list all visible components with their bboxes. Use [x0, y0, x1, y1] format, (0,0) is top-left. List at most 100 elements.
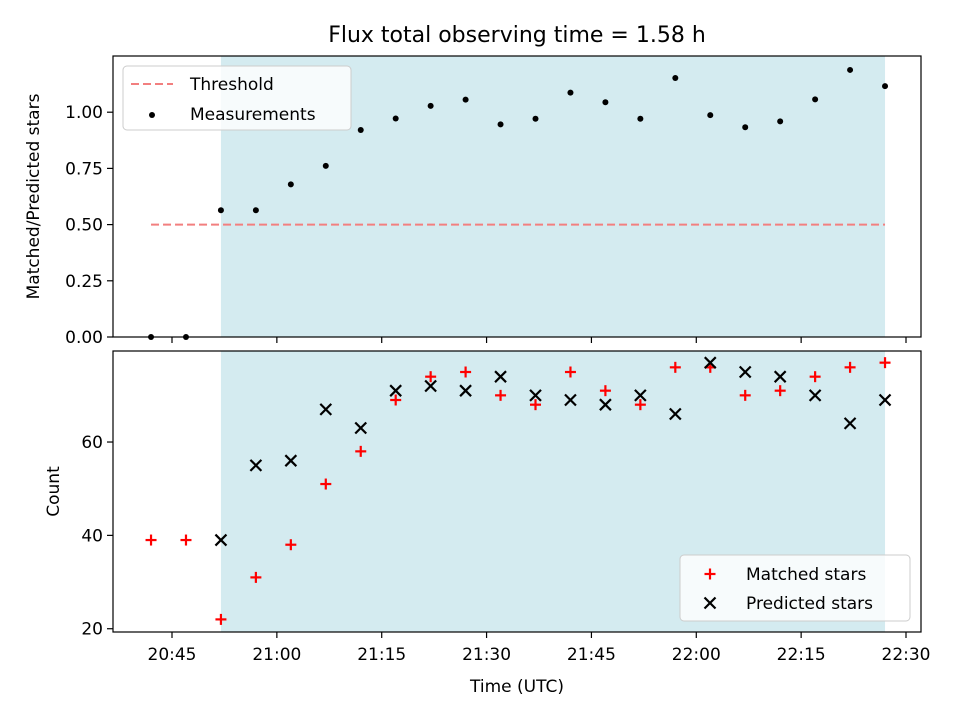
legend-matched-swatch: [704, 568, 716, 580]
matched-star-point: [564, 366, 576, 378]
top-plot-frame: [112, 55, 922, 338]
predicted-star-point-b: [843, 417, 857, 430]
matched-star-point: [495, 389, 507, 401]
predicted-star-point: [459, 384, 472, 397]
measurement-point: [637, 115, 644, 122]
predicted-star-point-b: [459, 384, 472, 397]
measurement-point: [357, 126, 364, 133]
predicted-star-point-b: [669, 407, 682, 421]
x-tick-label: 22:30: [882, 645, 931, 665]
measurement-point: [392, 115, 399, 122]
predicted-star-point: [249, 459, 263, 472]
predicted-star-point-b: [284, 454, 298, 467]
measurement-point: [427, 102, 434, 109]
y-tick-label: 0.25: [65, 272, 103, 292]
star-count-panel: 20 40 60 20:45 21:00 21:15 21:30 21:45 22:00 22:1…: [44, 350, 931, 697]
predicted-star-point-b: [703, 356, 717, 369]
y-tick-label: 60: [81, 433, 103, 453]
predicted-star-point: [494, 370, 507, 383]
predicted-star-point-b: [878, 393, 892, 407]
measurement-point: [602, 99, 609, 106]
top-legend: Threshold Measurements: [122, 65, 352, 131]
x-tick-label: 21:15: [357, 645, 406, 665]
x-tick-label: 22:15: [777, 645, 826, 665]
predicted-star-point-b: [738, 365, 752, 379]
measurement-point: [847, 66, 854, 73]
measurement-point: [567, 89, 574, 96]
predicted-star-point: [319, 403, 333, 416]
predicted-star-point-b: [808, 389, 822, 402]
x-tick-label: 21:30: [462, 645, 511, 665]
predicted-star-point-b: [494, 370, 507, 383]
y-tick-label: 40: [81, 526, 103, 546]
y-tick-label: 1.00: [65, 103, 103, 123]
predicted-star-point: [424, 379, 437, 393]
matched-star-point: [879, 357, 891, 369]
predicted-star-point: [354, 421, 368, 435]
measurement-point: [217, 207, 224, 214]
predicted-star-point-b: [599, 398, 612, 411]
matched-star-point: [599, 385, 611, 397]
matched-star-point: [809, 371, 821, 383]
predicted-star-point-b: [564, 393, 577, 407]
matched-star-point: [285, 539, 297, 551]
measurement-point: [497, 121, 504, 128]
predicted-star-point-b: [773, 370, 787, 383]
legend-predicted-swatch-b: [703, 596, 717, 610]
x-tick-label: 21:00: [252, 645, 301, 665]
matched-star-point: [774, 385, 786, 397]
predicted-star-point-b: [354, 421, 368, 435]
matched-star-point: [530, 399, 542, 411]
x-axis-label: Time (UTC): [469, 677, 564, 697]
legend-box: [122, 65, 352, 131]
predicted-star-point-b: [249, 459, 263, 472]
measurement-point: [462, 96, 469, 103]
x-tick-label: 20:45: [148, 645, 197, 665]
y-axis-label: Count: [44, 466, 64, 517]
matched-star-point: [460, 366, 472, 378]
predicted-star-point-b: [319, 403, 333, 416]
measurement-point: [322, 162, 329, 169]
matched-star-point: [634, 399, 646, 411]
chart-title: Flux total observing time = 1.58 h: [328, 23, 706, 48]
measurement-point: [672, 75, 679, 82]
measurement-point: [252, 207, 259, 214]
y-tick-label: 0.50: [65, 216, 103, 236]
legend-matched-label: Matched stars: [746, 565, 866, 585]
predicted-star-point: [773, 370, 787, 383]
matched-star-point: [844, 361, 856, 373]
predicted-star-point: [284, 454, 298, 467]
flux-ratio-panel: 0.00 0.25 0.50 0.75 1.00 Matched/Predicted st…: [24, 55, 922, 348]
predicted-star-point: [564, 393, 577, 407]
matched-star-point: [355, 445, 367, 457]
predicted-star-point: [669, 407, 682, 421]
measurement-point: [532, 115, 539, 122]
matched-star-point: [739, 389, 751, 401]
measurement-point: [777, 118, 784, 125]
legend-predicted-label: Predicted stars: [746, 594, 873, 614]
y-axis-label: Matched/Predicted stars: [24, 93, 44, 299]
matched-star-point: [250, 571, 262, 583]
y-tick-label: 20: [81, 620, 103, 640]
predicted-star-point-b: [634, 389, 647, 402]
matched-star-point: [215, 613, 227, 625]
legend-measurements-swatch: [149, 112, 155, 118]
predicted-star-point-b: [529, 389, 542, 402]
predicted-star-point-b: [389, 384, 402, 397]
measurement-point: [812, 96, 819, 103]
predicted-star-point: [634, 389, 647, 402]
legend-predicted-swatch: [703, 596, 717, 610]
predicted-star-point: [808, 389, 822, 402]
legend-box: [679, 554, 911, 622]
predicted-star-point: [843, 417, 857, 430]
matched-star-point: [145, 534, 157, 546]
predicted-star-point: [878, 393, 892, 407]
predicted-star-point: [738, 365, 752, 379]
y-tick-label: 0.75: [65, 159, 103, 179]
legend-threshold-label: Threshold: [189, 75, 274, 95]
matched-star-point: [320, 478, 332, 490]
matched-star-point: [180, 534, 192, 546]
predicted-star-point: [389, 384, 402, 397]
bottom-plot-frame: [112, 350, 922, 633]
